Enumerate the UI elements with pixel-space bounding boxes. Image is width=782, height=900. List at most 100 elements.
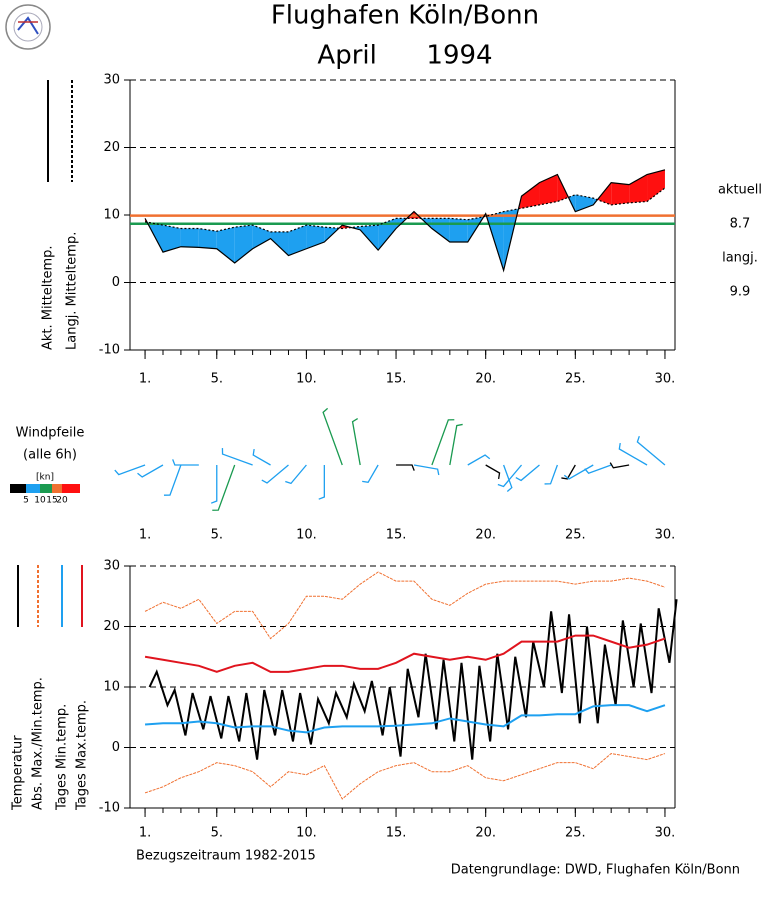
- x-tick-label: 1.: [139, 528, 151, 543]
- chart-subtitle: April 1994: [317, 41, 492, 71]
- series-line: [144, 753, 666, 800]
- reference-period: Bezugszeitraum 1982-2015: [136, 849, 316, 864]
- y-tick-label: 10: [103, 680, 120, 695]
- legend-label: Temperatur: [11, 735, 26, 811]
- y-tick-label: 0: [112, 275, 120, 290]
- wind-arrow: [618, 442, 648, 466]
- wind-arrow: [515, 464, 540, 482]
- legend-color: [26, 484, 40, 493]
- x-tick-label: 1.: [139, 826, 151, 841]
- legend-label: Akt. Mitteltemp.: [41, 245, 56, 350]
- wind-arrow: [285, 464, 307, 485]
- wind-arrow: [503, 464, 513, 492]
- y-tick-label: -10: [99, 801, 120, 816]
- wind-arrow: [413, 464, 440, 476]
- source: Datengrundlage: DWD, Flughafen Köln/Bonn: [451, 863, 740, 878]
- wind-arrow: [467, 454, 491, 466]
- legend-label: Abs. Max./Min.temp.: [31, 677, 46, 810]
- wind-arrow: [221, 448, 253, 466]
- wind-arrow: [485, 464, 501, 480]
- series-line: [144, 634, 666, 673]
- reference-name: langj.: [722, 251, 758, 266]
- legend-class: 20: [56, 496, 68, 506]
- x-tick-label: 20.: [475, 528, 496, 543]
- legend-color: [40, 484, 52, 493]
- legend-subtitle: (alle 6h): [23, 448, 77, 463]
- diff-area: [180, 228, 199, 248]
- legend-label: Tages Max.temp.: [75, 700, 90, 811]
- diff-area: [647, 169, 665, 202]
- legend-color: [52, 484, 62, 493]
- x-tick-label: 30.: [655, 826, 676, 841]
- y-tick-label: 30: [103, 559, 120, 574]
- diff-area: [611, 182, 630, 205]
- chart-title: Flughafen Köln/Bonn: [271, 1, 539, 31]
- x-tick-label: 15.: [386, 372, 407, 387]
- wind-arrow: [609, 462, 630, 469]
- y-tick-label: 20: [103, 619, 120, 634]
- x-tick-label: 30.: [655, 372, 676, 387]
- wind-arrow: [212, 464, 236, 511]
- x-tick-label: 10.: [296, 372, 317, 387]
- x-tick-label: 25.: [565, 372, 586, 387]
- reference-value: 8.7: [730, 217, 751, 232]
- wind-arrow: [252, 448, 271, 466]
- wind-arrow: [210, 465, 218, 504]
- legend-unit: [kn]: [36, 473, 54, 483]
- diff-area: [252, 225, 271, 249]
- x-tick-label: 20.: [475, 372, 496, 387]
- x-tick-label: 30.: [655, 528, 676, 543]
- wind-arrow: [544, 464, 559, 485]
- x-tick-label: 25.: [565, 528, 586, 543]
- x-tick-label: 25.: [565, 826, 586, 841]
- wind-arrow: [362, 464, 379, 484]
- series-line: [144, 169, 666, 273]
- x-tick-label: 15.: [386, 826, 407, 841]
- diff-area: [216, 227, 235, 263]
- reference-value: 9.9: [730, 285, 751, 300]
- diff-area: [575, 194, 594, 212]
- series-line: [144, 187, 666, 233]
- diff-area: [198, 228, 217, 249]
- diff-area: [521, 182, 540, 209]
- series-line: [148, 599, 678, 760]
- x-tick-label: 20.: [475, 826, 496, 841]
- legend-class: 5: [23, 496, 29, 506]
- diff-area: [306, 225, 325, 249]
- y-tick-label: 0: [112, 740, 120, 755]
- wind-arrow: [584, 464, 612, 474]
- diff-area: [629, 174, 648, 203]
- wind-arrow: [163, 464, 182, 496]
- y-tick-label: 30: [103, 73, 120, 88]
- legend-color: [10, 484, 26, 493]
- x-tick-label: 5.: [211, 528, 223, 543]
- wind-arrow: [261, 464, 289, 484]
- reference-name: aktuell: [718, 183, 762, 198]
- legend-title: Windpfeile: [16, 426, 85, 441]
- wind-arrow: [636, 435, 666, 466]
- x-tick-label: 10.: [296, 826, 317, 841]
- wind-arrow: [396, 464, 415, 471]
- legend-label: Langj. Mitteltemp.: [65, 232, 80, 350]
- legend-class: 15: [46, 496, 57, 506]
- legend-color: [62, 484, 80, 493]
- x-tick-label: 5.: [211, 372, 223, 387]
- diff-area: [449, 218, 468, 242]
- wind-arrow: [318, 465, 325, 500]
- wind-arrow: [351, 418, 361, 466]
- wind-arrow: [497, 464, 523, 488]
- diff-area: [597, 182, 612, 205]
- legend-label: Tages Min.temp.: [55, 704, 70, 811]
- wind-arrow: [322, 407, 343, 466]
- diff-area: [234, 225, 253, 263]
- diff-area: [539, 174, 558, 205]
- diff-area: [162, 225, 181, 253]
- wind-arrow: [561, 464, 576, 480]
- wind-arrow: [137, 464, 164, 478]
- diff-area: [360, 225, 379, 251]
- wind-arrow: [114, 464, 146, 476]
- legend-class: 10: [34, 496, 46, 506]
- x-tick-label: 1.: [139, 372, 151, 387]
- diff-area: [288, 225, 307, 256]
